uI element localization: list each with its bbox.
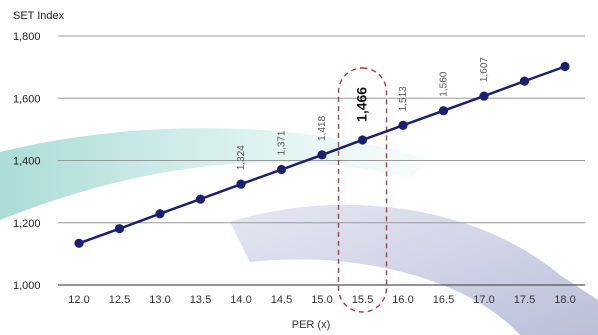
- x-tick-label: 15.0: [311, 294, 332, 306]
- x-tick-label: 17.0: [473, 294, 494, 306]
- x-tick-label: 17.5: [514, 294, 535, 306]
- data-label: 1,324: [236, 145, 247, 170]
- data-label: 1,560: [439, 71, 450, 96]
- x-tick-label: 16.5: [433, 294, 454, 306]
- data-point-marker: [114, 224, 125, 234]
- data-point-marker: [479, 91, 489, 101]
- x-tick-label: 13.5: [190, 294, 211, 306]
- data-labels: 1,324 1,371 1,418 1,466 1,513 1,560 1,607: [236, 57, 490, 171]
- data-label: 1,607: [479, 57, 490, 82]
- y-tick-label: 1,400: [13, 156, 41, 168]
- x-tick-label: 13.0: [149, 294, 170, 306]
- y-tick-label: 1,600: [13, 93, 41, 105]
- data-label: 1,418: [317, 115, 328, 140]
- x-tick-labels: 12.0 12.5 13.0 13.5 14.0 14.5 15.0 15.5 16.0 16.5…: [68, 294, 575, 306]
- data-point-marker: [74, 238, 84, 248]
- x-tick-label: 14.5: [271, 294, 292, 306]
- y-tick-label: 1,800: [13, 31, 41, 43]
- x-tick-label: 18.0: [554, 294, 575, 306]
- y-tick-label: 1,200: [13, 218, 41, 230]
- highlight-oval: [337, 67, 388, 313]
- grid-lines: [58, 35, 585, 286]
- data-point-marker: [195, 194, 206, 204]
- data-point-marker: [155, 209, 165, 219]
- data-point-marker: [317, 150, 327, 160]
- x-tick-label: 12.0: [68, 294, 89, 306]
- data-point-marker: [236, 179, 246, 189]
- highlight-oval-shape: [337, 67, 388, 313]
- x-axis-label: PER (x): [292, 319, 331, 331]
- y-axis-label: SET Index: [13, 10, 65, 22]
- blue-swoosh-decoration: [230, 204, 598, 335]
- series-markers: [74, 61, 570, 248]
- x-tick-label: 15.5: [352, 294, 373, 306]
- data-point-marker: [276, 164, 287, 175]
- data-point-marker: [398, 120, 408, 130]
- data-label: 1,513: [398, 86, 409, 111]
- x-tick-label: 14.0: [230, 294, 251, 306]
- x-tick-label: 16.0: [392, 294, 413, 306]
- data-point-marker: [438, 106, 449, 116]
- x-tick-label: 12.5: [109, 294, 130, 306]
- data-point-marker: [357, 135, 368, 145]
- data-label: 1,466: [354, 87, 370, 122]
- y-tick-label: 1,000: [13, 280, 41, 292]
- data-point-marker: [519, 76, 530, 86]
- data-point-marker: [560, 61, 570, 72]
- y-tick-labels: 1,000 1,200 1,400 1,600 1,800: [13, 31, 41, 292]
- data-label: 1,371: [277, 130, 288, 155]
